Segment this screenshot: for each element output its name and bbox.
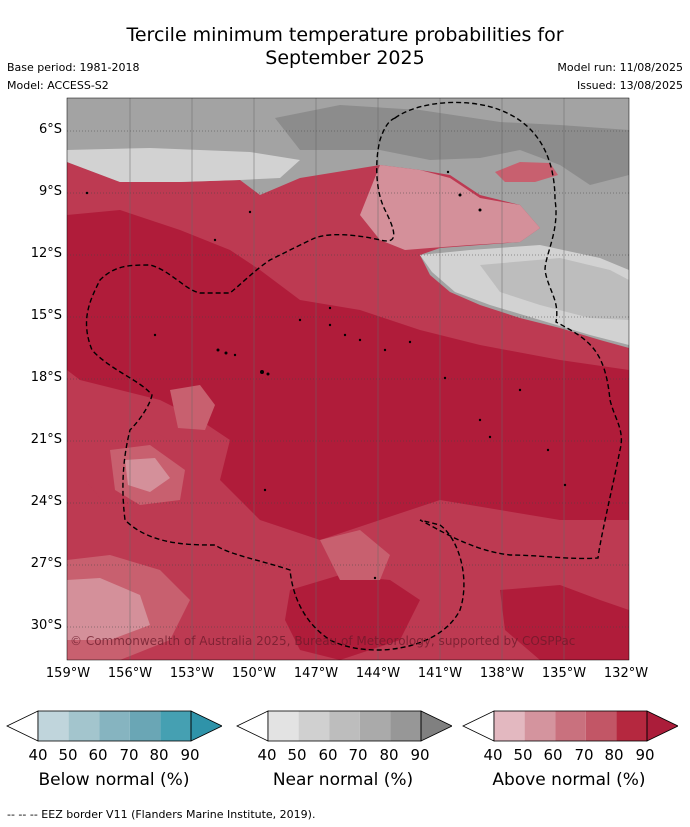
colorbar-swatch bbox=[38, 711, 69, 741]
lat-label: 24°S bbox=[30, 494, 62, 509]
colorbar-label-near: Near normal (%) bbox=[272, 770, 414, 790]
above-70-central bbox=[320, 530, 390, 580]
lat-label: 15°S bbox=[30, 308, 62, 323]
above-70-small bbox=[495, 162, 558, 182]
colorbar-swatch bbox=[298, 711, 330, 741]
colorbar-extend-high bbox=[646, 710, 678, 742]
tick-label: 80 bbox=[149, 746, 169, 764]
colorbar-extend-low bbox=[6, 710, 39, 742]
above-90-east-south bbox=[500, 585, 629, 660]
map-title: Tercile minimum temperature probabilitie… bbox=[0, 24, 690, 70]
colorbar-swatch bbox=[616, 711, 647, 741]
lon-label: 141°W bbox=[417, 666, 463, 681]
lon-label: 159°W bbox=[45, 666, 91, 681]
lat-label: 18°S bbox=[30, 370, 62, 385]
above-90-west bbox=[67, 210, 629, 540]
lat-label: 9°S bbox=[38, 184, 62, 199]
tick-label: 70 bbox=[574, 746, 594, 764]
eez-footnote: -- -- -- EEZ border V11 (Flanders Marine… bbox=[7, 808, 316, 821]
tick-label: 40 bbox=[483, 746, 503, 764]
tick-label: 80 bbox=[604, 746, 624, 764]
colorbar-label-above: Above normal (%) bbox=[492, 770, 646, 790]
tick-label: 40 bbox=[257, 746, 277, 764]
colorbar-near-normal bbox=[236, 710, 452, 742]
eez-border bbox=[85, 101, 622, 651]
colorbar-swatch bbox=[329, 711, 360, 741]
near-normal-dark-band bbox=[275, 105, 629, 185]
colorbar-frame bbox=[267, 710, 422, 742]
islands bbox=[85, 170, 567, 580]
colorbar-frame bbox=[493, 710, 648, 742]
tick-label: 90 bbox=[180, 746, 200, 764]
lon-label: 150°W bbox=[231, 666, 277, 681]
colorbar-swatch bbox=[129, 711, 161, 741]
colorbar-swatch bbox=[494, 711, 525, 741]
colorbar-swatch bbox=[390, 711, 421, 741]
meta-right: Model run: 11/08/2025 Issued: 13/08/2025 bbox=[557, 59, 683, 95]
colorbar-swatch bbox=[359, 711, 391, 741]
lat-label: 21°S bbox=[30, 432, 62, 447]
meta-left: Base period: 1981-2018 Model: ACCESS-S2 bbox=[7, 59, 139, 95]
tick-label: 90 bbox=[410, 746, 430, 764]
lon-label: 156°W bbox=[107, 666, 153, 681]
colorbar-swatch bbox=[268, 711, 299, 741]
title-line-2: September 2025 bbox=[265, 47, 425, 69]
lon-label: 144°W bbox=[355, 666, 401, 681]
title-line-1: Tercile minimum temperature probabilitie… bbox=[126, 24, 564, 46]
colorbar-swatch bbox=[585, 711, 617, 741]
lon-label: 135°W bbox=[541, 666, 587, 681]
colorbar-extend-high bbox=[190, 710, 222, 742]
graticule bbox=[67, 98, 629, 660]
tick-label: 50 bbox=[287, 746, 307, 764]
lat-label: 30°S bbox=[30, 618, 62, 633]
tick-label: 90 bbox=[635, 746, 655, 764]
base-period-text: Base period: 1981-2018 bbox=[7, 61, 140, 74]
colorbar-extend-low bbox=[236, 710, 269, 742]
near-normal-light-patch-2 bbox=[480, 258, 629, 320]
above-70-patch-mid bbox=[170, 385, 215, 430]
tick-label: 50 bbox=[513, 746, 533, 764]
tick-label: 50 bbox=[58, 746, 78, 764]
lon-label: 138°W bbox=[479, 666, 525, 681]
lon-label: 132°W bbox=[603, 666, 649, 681]
colorbar-swatch bbox=[99, 711, 130, 741]
copyright-notice: © Commonwealth of Australia 2025, Bureau… bbox=[70, 634, 576, 648]
colorbar-swatch bbox=[555, 711, 586, 741]
tick-label: 80 bbox=[379, 746, 399, 764]
lat-label: 6°S bbox=[38, 122, 62, 137]
colorbar-label-below: Below normal (%) bbox=[38, 770, 190, 790]
issued-text: Issued: 13/08/2025 bbox=[576, 79, 683, 92]
lon-label: 153°W bbox=[169, 666, 215, 681]
tick-label: 60 bbox=[88, 746, 108, 764]
colorbar-frame bbox=[37, 710, 192, 742]
above-60-band bbox=[360, 165, 540, 250]
lat-label: 27°S bbox=[30, 556, 62, 571]
above-60-south-west bbox=[67, 578, 150, 640]
colorbar-below-normal bbox=[6, 710, 222, 742]
model-text: Model: ACCESS-S2 bbox=[7, 79, 109, 92]
lat-label: 12°S bbox=[30, 246, 62, 261]
model-run-text: Model run: 11/08/2025 bbox=[557, 61, 683, 74]
tick-label: 70 bbox=[119, 746, 139, 764]
colorbar-swatch bbox=[160, 711, 191, 741]
colorbar-extend-low bbox=[462, 710, 495, 742]
colorbar-above-normal bbox=[462, 710, 678, 742]
above-90-south bbox=[285, 575, 420, 660]
tick-label: 40 bbox=[28, 746, 48, 764]
colorbar-extend-high bbox=[420, 710, 452, 742]
map-frame bbox=[66, 97, 630, 661]
tick-label: 60 bbox=[543, 746, 563, 764]
colorbar-swatch bbox=[68, 711, 100, 741]
near-normal-top-light bbox=[67, 148, 300, 182]
lon-label: 147°W bbox=[293, 666, 339, 681]
tick-label: 70 bbox=[348, 746, 368, 764]
above-60-patch-west bbox=[125, 458, 170, 492]
tick-label: 60 bbox=[318, 746, 338, 764]
colorbar-swatch bbox=[524, 711, 556, 741]
